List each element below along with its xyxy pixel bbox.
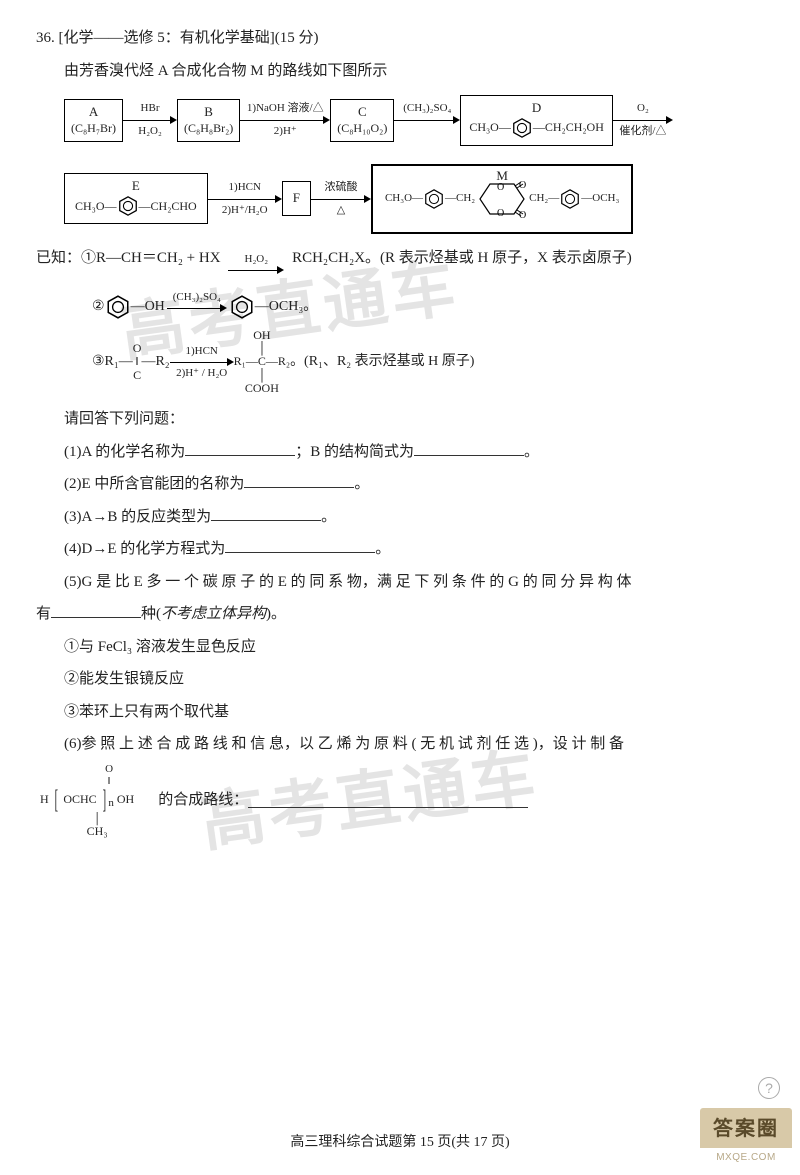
q1: (1)A 的化学名称为；B 的结构简式为。 (36, 438, 764, 467)
synthesis-flow-1: A (C₈H₇Br) HBr H₂O₂ B (C₈H₈Br₂) 1)NaOH 溶… (64, 95, 764, 146)
box-f: F (282, 181, 311, 216)
corner-badge: 答案圈 MXQE.COM (700, 1108, 792, 1167)
box-c: C (C₈H₁₀O₂) (330, 99, 394, 141)
question-tag: [化学——选修 5：有机化学基础](15 分) (59, 30, 319, 46)
known2-arrow: (CH₃)₂SO₄ (165, 291, 229, 323)
box-b: B (C₈H₈Br₂) (177, 99, 240, 141)
q6: (6)参 照 上 述 合 成 路 线 和 信 息，以 乙 烯 为 原 料 ( 无… (36, 730, 764, 759)
arrow-d-out: O₂ 催化剂/△ (613, 102, 673, 138)
benzene-icon (511, 117, 533, 139)
q5-b: 有种(不考虑立体异构)。 (36, 600, 764, 629)
arrow-e-f: 1)HCN 2)H⁺/H₂O (208, 181, 282, 217)
benzene-icon (117, 195, 139, 217)
known1-arrow: H₂O₂ (224, 253, 288, 285)
arrow-f-m: 浓硫酸 △ (311, 181, 371, 217)
q5-3: ③苯环上只有两个取代基 (36, 698, 764, 727)
arrow-a-b: HBr H₂O₂ (123, 102, 177, 138)
question-number: 36. (36, 30, 55, 46)
benzene-icon (229, 294, 255, 320)
q6-struct-line: O ‖ H [ OCHC ]n OH │ CH₃ 的合成路线： (36, 763, 764, 838)
box-m: M CH₃O——CH₂ O O O O CH₂——OCH₃ (371, 164, 633, 234)
arrow-b-c: 1)NaOH 溶液/△ 2)H⁺ (240, 102, 330, 138)
benzene-icon (105, 294, 131, 320)
q5-a: (5)G 是 比 E 多 一 个 碳 原 子 的 E 的 同 系 物，满 足 下… (36, 568, 764, 597)
benzene-icon (559, 188, 581, 210)
q2: (2)E 中所含官能团的名称为。 (36, 470, 764, 499)
box-d: D CH₃O——CH₂CH₂OH (460, 95, 613, 146)
svg-text:O: O (497, 208, 504, 219)
q4: (4)D→E 的化学方程式为。 (36, 535, 764, 564)
box-e: E CH₃O——CH₂CHO (64, 173, 208, 224)
benzene-icon (423, 188, 445, 210)
q5-1: ①与 FeCl₃ 溶液发生显色反应 (36, 633, 764, 662)
synthesis-flow-2: E CH₃O——CH₂CHO 1)HCN 2)H⁺/H₂O F 浓硫酸 △ M … (64, 164, 764, 234)
box-a: A (C₈H₇Br) (64, 99, 123, 141)
q3: (3)A→B 的反应类型为。 (36, 503, 764, 532)
questions-header: 请回答下列问题： (36, 405, 764, 434)
q5-2: ②能发生银镜反应 (36, 665, 764, 694)
known-3: ③R₁— O ‖ C —R₂ 1)HCN 2)H⁺ / H₂O OH │ R₁—… (92, 329, 764, 395)
page-content: 36. [化学——选修 5：有机化学基础](15 分) 由芳香溴代烃 A 合成化… (36, 24, 764, 838)
question-header: 36. [化学——选修 5：有机化学基础](15 分) (36, 24, 764, 53)
help-icon: ? (758, 1077, 780, 1099)
known-header: 已知：①R—CH＝CH₂ + HX H₂O₂ RCH₂CH₂X。(R 表示烃基或… (36, 244, 764, 285)
page-footer: 高三理科综合试题第 15 页(共 17 页) (0, 1130, 800, 1157)
intro-text: 由芳香溴代烃 A 合成化合物 M 的路线如下图所示 (36, 57, 764, 86)
known-2: ② —OH (CH₃)₂SO₄ —OCH₃ 。 (92, 291, 764, 323)
arrow-c-d: (CH₃)₂SO₄ (394, 102, 460, 138)
known3-arrow: 1)HCN 2)H⁺ / H₂O (170, 345, 234, 379)
